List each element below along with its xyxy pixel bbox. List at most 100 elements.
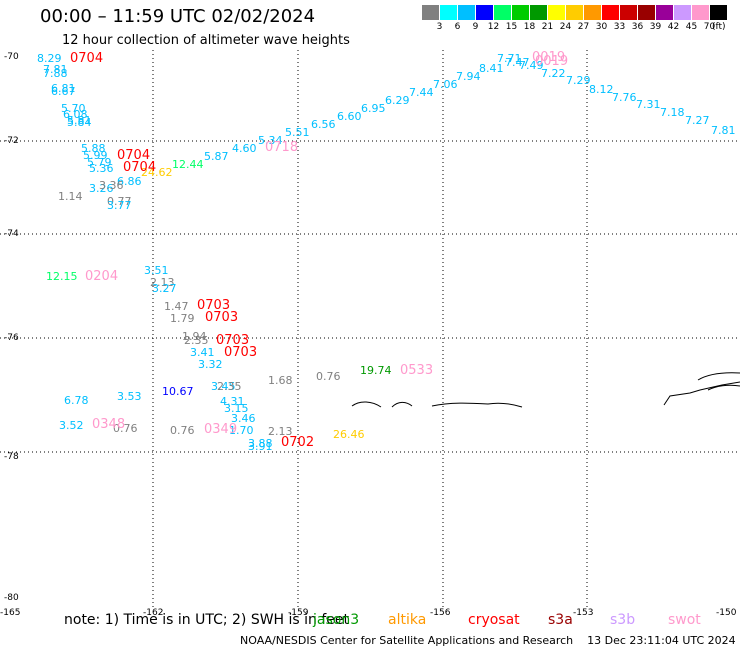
wave-height-value: 3.91	[248, 440, 273, 453]
legend-swatch	[620, 5, 637, 20]
wave-height-value: 7.88	[43, 67, 68, 80]
wave-height-value: 0.76	[113, 422, 138, 435]
wave-height-value: 5.79	[87, 156, 112, 169]
wave-height-value: 2.35	[217, 380, 242, 393]
ice-shelf-outline	[707, 384, 740, 391]
page-title: 00:00 – 11:59 UTC 02/02/2024	[40, 6, 316, 27]
legend-swatch	[656, 5, 673, 20]
longitude-label: -165	[0, 608, 21, 618]
legend-swatch	[602, 5, 619, 20]
legend-swatch	[440, 5, 457, 20]
satellite-legend-item: jason3	[313, 612, 360, 628]
satellite-legend-item: s3b	[610, 612, 636, 628]
legend-label: 12	[487, 22, 500, 32]
wave-height-value: 4.31	[220, 395, 245, 408]
footer-credit: NOAA/NESDIS Center for Satellite Applica…	[240, 634, 736, 647]
legend-swatch	[584, 5, 601, 20]
wave-height-value: 1.94	[182, 330, 207, 343]
wave-height-value: 7.44	[409, 86, 434, 99]
satellite-legend-item: altika	[388, 612, 427, 628]
pass-time-label: 0703	[205, 310, 239, 325]
satellite-legend-item: cryosat	[468, 612, 520, 628]
wave-height-value: 0.77	[107, 195, 132, 208]
wave-height-value: 7.81	[711, 124, 736, 137]
wave-height-value: 6.08	[63, 108, 88, 121]
latitude-label: -72	[4, 136, 19, 146]
pass-time-label: 0019	[532, 50, 566, 65]
wave-height-value: 3.36	[99, 179, 124, 192]
wave-height-value: 4.60	[232, 142, 257, 155]
satellite-legend-item: s3a	[548, 612, 573, 628]
legend-swatch	[692, 5, 709, 20]
longitude-label: -150	[716, 608, 737, 618]
wave-height-value: 8.41	[479, 62, 504, 75]
pass-time-label: 0533	[400, 363, 434, 378]
wave-height-value: 5.84	[67, 116, 92, 129]
legend-swatch	[638, 5, 655, 20]
credit-text: NOAA/NESDIS Center for Satellite Applica…	[240, 634, 574, 647]
wave-height-value: 1.47	[164, 300, 189, 313]
wave-height-value: 8.12	[589, 83, 614, 96]
wave-height-value: 5.81	[67, 114, 92, 127]
legend-label: 3	[436, 22, 443, 32]
wave-height-value: 5.51	[285, 126, 310, 139]
pass-time-label: 0703	[197, 298, 231, 313]
wave-height-value: 3.52	[59, 419, 84, 432]
wave-height-value: 6.78	[64, 394, 89, 407]
wave-height-value: 3.51	[144, 264, 169, 277]
longitude-label: -159	[288, 608, 309, 618]
ice-shelf-outline	[663, 381, 740, 406]
wave-height-value: 3.53	[117, 390, 142, 403]
wave-height-value: 6.60	[337, 110, 362, 123]
legend-swatch	[548, 5, 565, 20]
wave-height-value: 7.06	[433, 78, 458, 91]
wave-height-value: 3.32	[198, 358, 223, 371]
legend-label: 36	[631, 22, 644, 32]
legend-swatch	[458, 5, 475, 20]
wave-height-value: 2.13	[150, 276, 175, 289]
page-subtitle: 12 hour collection of altimeter wave hei…	[62, 33, 350, 48]
wave-height-value: 3.45	[211, 380, 236, 393]
pass-time-label: 0704	[70, 51, 104, 66]
pass-time-label: 0718	[265, 140, 299, 155]
legend-label: 30	[595, 22, 608, 32]
legend-label: 39	[649, 22, 662, 32]
wave-height-value: 0.76	[170, 424, 195, 437]
antarctic-coastline	[351, 372, 740, 408]
pass-time-label: 0704	[117, 148, 151, 163]
pass-time-label: 0703	[216, 333, 250, 348]
latitude-label: -78	[4, 452, 19, 462]
legend-label: 21	[541, 22, 554, 32]
legend-swatch	[422, 5, 439, 20]
wave-height-value: 1.14	[58, 190, 83, 203]
wave-height-value: 1.68	[268, 374, 293, 387]
wave-height-value: 19.74	[360, 364, 392, 377]
wave-height-value: 3.27	[152, 282, 177, 295]
wave-height-value: 3.26	[89, 182, 114, 195]
legend-unit: (ft)	[712, 22, 726, 32]
wave-height-value: 7.27	[685, 114, 710, 127]
legend-label: 15	[505, 22, 518, 32]
legend-label: 33	[613, 22, 626, 32]
legend-label: 27	[577, 22, 590, 32]
legend-label: 45	[685, 22, 698, 32]
legend-label: 6	[454, 22, 461, 32]
latitude-label: -80	[4, 593, 19, 603]
legend-label: 24	[559, 22, 572, 32]
legend-swatch	[494, 5, 511, 20]
wave-height-value: 5.36	[89, 162, 114, 175]
wave-height-value: 12.15	[46, 270, 78, 283]
legend-swatch	[476, 5, 493, 20]
wave-height-value: 7.22	[541, 67, 566, 80]
longitude-label: -153	[573, 608, 594, 618]
wave-height-value: 0.76	[316, 370, 341, 383]
legend-label: 70	[703, 22, 716, 32]
pass-time-label: 0703	[224, 345, 258, 360]
pass-time-label: 0019	[535, 54, 569, 69]
wave-height-value: 5.34	[258, 134, 283, 147]
wave-height-value: 5.99	[83, 149, 108, 162]
coastline-segment	[431, 402, 523, 408]
latitude-label: -76	[4, 333, 19, 343]
legend-swatch	[674, 5, 691, 20]
